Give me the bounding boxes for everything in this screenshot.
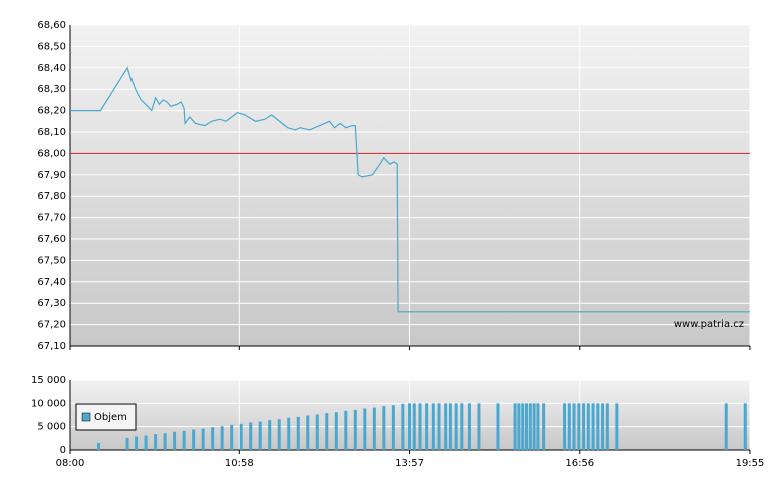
y-tick-label: 68,60 xyxy=(37,20,66,31)
volume-bar xyxy=(425,403,429,450)
volume-bar xyxy=(542,403,546,450)
volume-bar xyxy=(525,403,529,450)
volume-bar xyxy=(144,435,148,450)
volume-bar xyxy=(277,419,281,450)
volume-bar xyxy=(268,420,272,450)
volume-bar xyxy=(615,403,619,450)
volume-bar xyxy=(536,403,540,450)
volume-bar xyxy=(601,403,605,450)
volume-bar xyxy=(724,403,728,450)
y-tick-label: 67,60 xyxy=(37,234,66,245)
volume-bar xyxy=(192,429,196,450)
volume-bar xyxy=(567,403,571,450)
volume-bar xyxy=(125,437,129,450)
volume-bar xyxy=(296,416,300,450)
volume-bar xyxy=(325,413,329,450)
volume-bar xyxy=(448,403,452,450)
volume-bar xyxy=(596,403,600,450)
x-tick-label: 16:56 xyxy=(565,458,594,469)
volume-bar xyxy=(135,436,139,450)
y-tick-label: 67,20 xyxy=(37,320,66,331)
volume-bar xyxy=(521,403,525,450)
volume-bar xyxy=(182,430,186,450)
price-line xyxy=(70,66,750,313)
volume-bar xyxy=(437,403,441,450)
y-tick-label: 0 xyxy=(60,445,66,456)
volume-bar xyxy=(201,428,205,450)
y-tick-label: 67,80 xyxy=(37,191,66,202)
y-tick-label: 67,40 xyxy=(37,277,66,288)
volume-bar xyxy=(586,403,590,450)
y-tick-label: 68,10 xyxy=(37,127,66,138)
volume-bar xyxy=(249,422,253,450)
volume-bar xyxy=(496,403,500,450)
y-tick-label: 68,00 xyxy=(37,148,66,159)
volume-bar xyxy=(528,403,532,450)
volume-bar xyxy=(372,407,376,450)
y-tick-label: 68,20 xyxy=(37,106,66,117)
y-tick-label: 67,50 xyxy=(37,255,66,266)
y-tick-label: 67,90 xyxy=(37,170,66,181)
volume-bar xyxy=(591,403,595,450)
volume-bar xyxy=(572,403,576,450)
volume-bar xyxy=(363,408,367,450)
volume-bar xyxy=(477,403,481,450)
volume-bar xyxy=(467,403,471,450)
legend-label: Objem xyxy=(94,412,127,423)
y-tick-label: 67,30 xyxy=(37,298,66,309)
volume-bar xyxy=(412,403,416,450)
volume-bar xyxy=(513,403,517,450)
y-tick-label: 67,10 xyxy=(37,341,66,352)
volume-bar xyxy=(743,403,747,450)
y-tick-label: 67,70 xyxy=(37,213,66,224)
x-tick-label: 10:58 xyxy=(225,458,254,469)
volume-bar xyxy=(454,403,458,450)
volume-bar xyxy=(444,403,448,450)
volume-bar xyxy=(577,403,581,450)
volume-bar xyxy=(605,403,609,450)
volume-bar xyxy=(334,412,338,450)
y-tick-label: 5 000 xyxy=(37,422,66,433)
volume-bar xyxy=(306,415,310,450)
volume-bar xyxy=(239,423,243,450)
volume-bar xyxy=(460,403,464,450)
y-tick-label: 68,40 xyxy=(37,63,66,74)
y-tick-label: 10 000 xyxy=(31,398,66,409)
volume-bar xyxy=(97,443,101,450)
x-tick-label: 08:00 xyxy=(56,458,85,469)
y-tick-label: 68,50 xyxy=(37,41,66,52)
volume-bar xyxy=(220,426,224,450)
volume-bar xyxy=(532,403,536,450)
legend-swatch xyxy=(81,412,91,422)
volume-bar xyxy=(315,414,319,450)
volume-bar xyxy=(211,427,215,450)
volume-bar xyxy=(163,433,167,450)
volume-bar xyxy=(353,409,357,450)
volume-bar xyxy=(408,403,412,450)
volume-bar xyxy=(382,406,386,450)
volume-bar xyxy=(154,434,158,450)
x-tick-label: 13:57 xyxy=(395,458,424,469)
volume-bar xyxy=(173,431,177,450)
y-tick-label: 68,30 xyxy=(37,84,66,95)
volume-bar xyxy=(344,410,348,450)
volume-bar xyxy=(230,424,234,450)
volume-bar xyxy=(517,403,521,450)
volume-bar xyxy=(582,403,586,450)
watermark: www.patria.cz xyxy=(674,319,744,330)
volume-bar xyxy=(391,405,395,450)
volume-bar xyxy=(401,403,405,450)
x-tick-label: 19:55 xyxy=(736,458,765,469)
volume-bar xyxy=(431,403,435,450)
volume-bar xyxy=(258,421,262,450)
volume-bar xyxy=(563,403,567,450)
volume-bar xyxy=(418,403,422,450)
y-tick-label: 15 000 xyxy=(31,375,66,386)
volume-bar xyxy=(287,417,291,450)
